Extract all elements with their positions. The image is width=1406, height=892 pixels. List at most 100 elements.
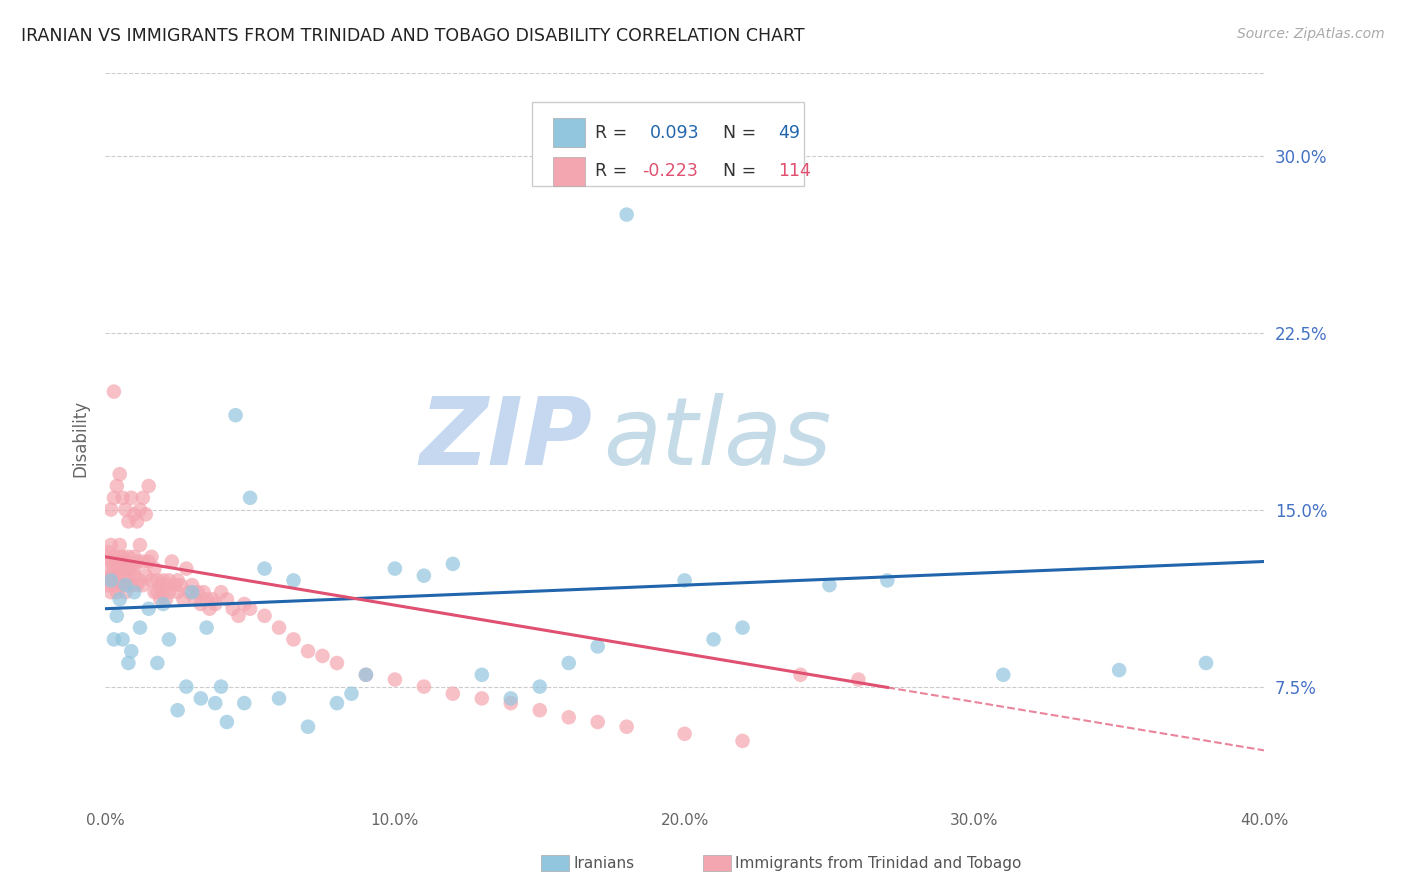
Text: 0.093: 0.093: [650, 123, 699, 142]
Point: [529, 703, 551, 717]
Point: [267, 691, 290, 706]
Y-axis label: Disability: Disability: [72, 401, 89, 477]
Text: N =: N =: [723, 123, 762, 142]
Point: [129, 538, 152, 552]
Point: [1108, 663, 1130, 677]
Point: [529, 680, 551, 694]
Point: [120, 644, 142, 658]
Point: [94, 574, 117, 588]
Point: [111, 491, 134, 505]
Text: Iranians: Iranians: [574, 856, 634, 871]
Point: [129, 502, 152, 516]
Point: [384, 561, 406, 575]
Point: [103, 491, 125, 505]
Point: [172, 592, 194, 607]
Point: [111, 549, 134, 564]
Point: [108, 467, 131, 482]
FancyBboxPatch shape: [553, 157, 585, 186]
Point: [876, 574, 898, 588]
Point: [204, 696, 226, 710]
Point: [117, 515, 139, 529]
Point: [499, 696, 522, 710]
Point: [97, 578, 120, 592]
Point: [204, 597, 226, 611]
Point: [100, 555, 122, 569]
Point: [152, 597, 174, 611]
Text: -0.223: -0.223: [641, 162, 697, 180]
Point: [412, 680, 434, 694]
Text: R =: R =: [595, 123, 633, 142]
Point: [152, 585, 174, 599]
Text: ZIP: ZIP: [419, 392, 592, 484]
Point: [993, 668, 1015, 682]
Point: [100, 538, 122, 552]
Point: [239, 491, 262, 505]
Point: [114, 568, 136, 582]
Point: [114, 502, 136, 516]
Point: [789, 668, 811, 682]
Point: [221, 601, 243, 615]
Point: [103, 384, 125, 399]
Point: [105, 568, 128, 582]
Point: [108, 592, 131, 607]
Point: [155, 592, 177, 607]
Point: [122, 585, 145, 599]
Point: [94, 549, 117, 564]
Point: [354, 668, 377, 682]
Point: [146, 656, 169, 670]
Point: [586, 714, 609, 729]
Point: [179, 585, 201, 599]
Point: [141, 549, 163, 564]
Point: [616, 208, 638, 222]
Point: [283, 574, 305, 588]
Point: [267, 621, 290, 635]
Point: [586, 640, 609, 654]
Point: [166, 574, 188, 588]
Point: [239, 601, 262, 615]
Point: [138, 601, 160, 615]
Point: [105, 585, 128, 599]
Point: [326, 656, 349, 670]
Point: [103, 632, 125, 647]
Point: [181, 578, 204, 592]
Point: [100, 502, 122, 516]
Point: [176, 561, 198, 575]
Point: [143, 585, 166, 599]
Point: [135, 568, 157, 582]
Point: [190, 597, 212, 611]
Point: [181, 585, 204, 599]
Point: [228, 608, 250, 623]
Point: [193, 585, 215, 599]
Point: [103, 574, 125, 588]
Point: [155, 578, 177, 592]
Point: [129, 621, 152, 635]
Point: [848, 673, 870, 687]
Point: [132, 491, 155, 505]
Point: [108, 561, 131, 575]
Point: [184, 592, 207, 607]
Point: [138, 479, 160, 493]
Text: 114: 114: [779, 162, 811, 180]
Point: [215, 592, 238, 607]
Point: [103, 578, 125, 592]
Point: [120, 491, 142, 505]
Point: [198, 601, 221, 615]
Point: [120, 578, 142, 592]
Point: [311, 648, 333, 663]
Point: [114, 585, 136, 599]
Point: [384, 673, 406, 687]
Point: [117, 656, 139, 670]
Point: [1195, 656, 1218, 670]
Point: [354, 668, 377, 682]
Point: [163, 578, 186, 592]
Point: [103, 549, 125, 564]
Text: N =: N =: [723, 162, 762, 180]
Point: [703, 632, 725, 647]
Point: [125, 555, 148, 569]
Point: [108, 574, 131, 588]
Point: [105, 608, 128, 623]
Point: [146, 574, 169, 588]
Point: [132, 555, 155, 569]
Text: atlas: atlas: [603, 393, 832, 484]
Point: [97, 545, 120, 559]
